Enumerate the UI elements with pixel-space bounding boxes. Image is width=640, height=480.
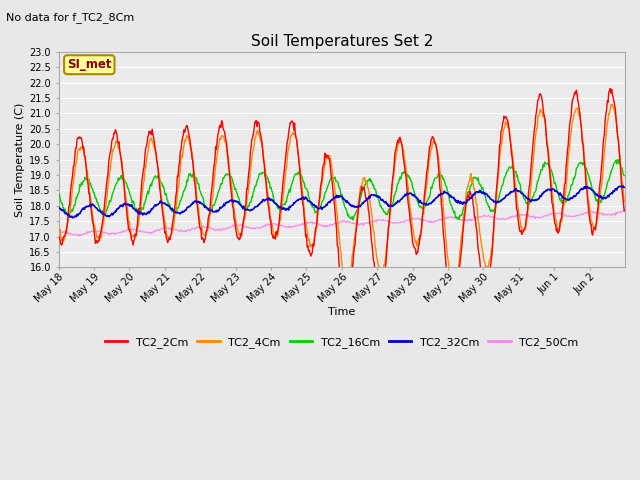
Line: TC2_32Cm: TC2_32Cm	[58, 186, 624, 218]
TC2_32Cm	[275, 204, 283, 210]
TC2_2Cm	[450, 308, 458, 314]
TC2_4Cm	[253, 129, 260, 134]
TC2_32Cm	[433, 195, 440, 201]
TC2_2Cm	[121, 195, 129, 201]
TC2_50Cm	[620, 207, 628, 213]
Line: TC2_50Cm: TC2_50Cm	[58, 210, 624, 236]
TC2_16Cm	[54, 193, 62, 199]
TC2_50Cm	[76, 233, 83, 239]
TC2_4Cm	[54, 222, 62, 228]
TC2_32Cm	[68, 215, 76, 221]
TC2_16Cm	[401, 169, 408, 175]
TC2_16Cm	[614, 156, 622, 162]
TC2_50Cm	[275, 222, 283, 228]
TC2_32Cm	[122, 202, 129, 207]
TC2_50Cm	[254, 225, 262, 231]
TC2_2Cm	[275, 224, 282, 229]
TC2_4Cm	[449, 288, 457, 293]
TC2_16Cm	[225, 171, 233, 177]
TC2_50Cm	[226, 225, 234, 230]
TC2_4Cm	[400, 148, 408, 154]
Text: SI_met: SI_met	[67, 58, 111, 71]
TC2_4Cm	[609, 102, 616, 108]
TC2_2Cm	[620, 208, 628, 214]
TC2_32Cm	[620, 184, 628, 190]
TC2_2Cm	[607, 85, 614, 91]
Title: Soil Temperatures Set 2: Soil Temperatures Set 2	[251, 34, 433, 49]
TC2_50Cm	[433, 218, 440, 224]
X-axis label: Time: Time	[328, 307, 355, 317]
TC2_4Cm	[620, 199, 628, 205]
TC2_2Cm	[54, 232, 62, 238]
Line: TC2_16Cm: TC2_16Cm	[58, 159, 624, 220]
TC2_32Cm	[226, 198, 234, 204]
TC2_32Cm	[619, 183, 627, 189]
TC2_16Cm	[620, 173, 628, 179]
TC2_32Cm	[254, 204, 262, 209]
TC2_16Cm	[253, 178, 260, 184]
TC2_32Cm	[401, 193, 408, 199]
TC2_50Cm	[122, 228, 129, 234]
TC2_4Cm	[225, 162, 233, 168]
TC2_16Cm	[349, 217, 356, 223]
TC2_50Cm	[401, 218, 408, 224]
TC2_2Cm	[253, 123, 260, 129]
TC2_4Cm	[121, 188, 129, 193]
Legend: TC2_2Cm, TC2_4Cm, TC2_16Cm, TC2_32Cm, TC2_50Cm: TC2_2Cm, TC2_4Cm, TC2_16Cm, TC2_32Cm, TC…	[100, 333, 583, 352]
Text: No data for f_TC2_8Cm: No data for f_TC2_8Cm	[6, 12, 134, 23]
TC2_16Cm	[121, 179, 129, 185]
TC2_16Cm	[275, 205, 282, 211]
TC2_16Cm	[433, 175, 440, 181]
TC2_4Cm	[275, 228, 282, 234]
Y-axis label: Soil Temperature (C): Soil Temperature (C)	[15, 102, 25, 217]
TC2_4Cm	[431, 139, 439, 145]
TC2_50Cm	[54, 230, 62, 236]
TC2_32Cm	[54, 204, 62, 210]
Line: TC2_2Cm: TC2_2Cm	[58, 88, 624, 311]
TC2_2Cm	[400, 157, 408, 163]
TC2_2Cm	[225, 167, 233, 172]
Line: TC2_4Cm: TC2_4Cm	[58, 105, 624, 290]
TC2_2Cm	[431, 142, 439, 147]
